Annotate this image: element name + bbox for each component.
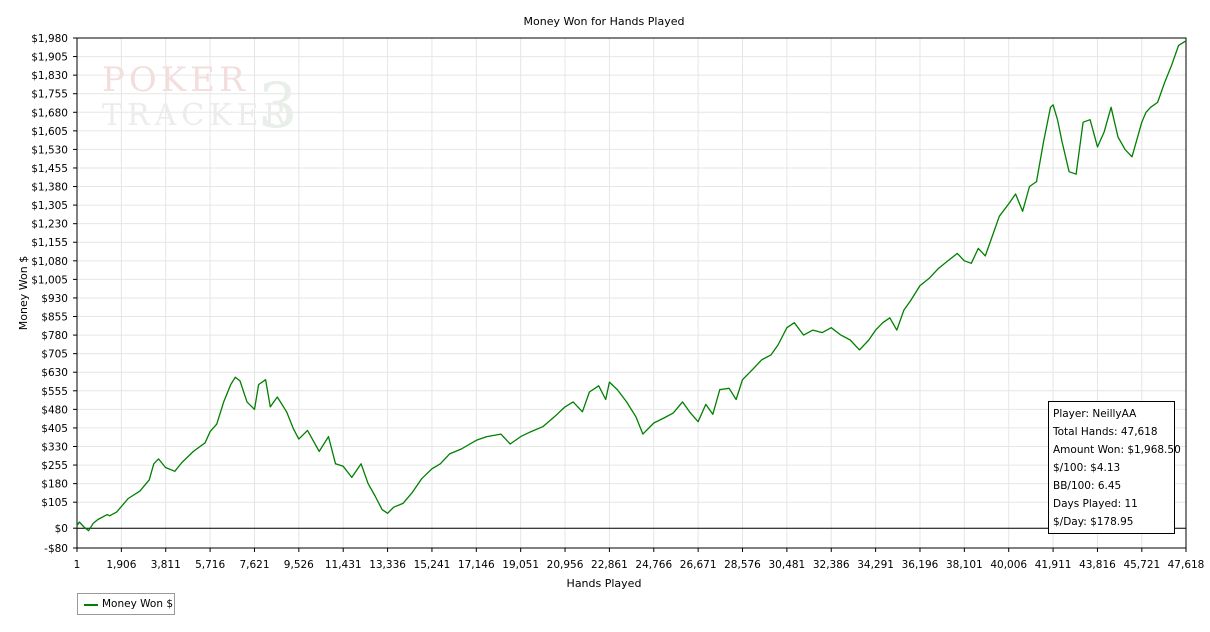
y-tick-label: $1,980 (31, 33, 68, 45)
legend-label: Money Won $ (102, 598, 174, 610)
stats-box: Player: NeillyAA Total Hands: 47,618 Amo… (1048, 401, 1181, 534)
y-tick-label: $405 (41, 423, 68, 435)
x-tick-label: 26,671 (680, 559, 717, 571)
logo-line1: POKER (102, 60, 249, 100)
x-tick-label: 41,911 (1035, 559, 1072, 571)
x-tick-label: 3,811 (151, 559, 181, 571)
y-tick-label: $705 (41, 349, 68, 361)
y-tick-label: $780 (41, 330, 68, 342)
x-tick-label: 38,101 (946, 559, 983, 571)
axes (76, 37, 1187, 549)
x-tick-label: 24,766 (635, 559, 672, 571)
y-tick-label: $1,305 (31, 200, 68, 212)
series-line (76, 40, 1187, 532)
y-tick-label: $855 (41, 312, 68, 324)
stats-player: Player: NeillyAA (1053, 408, 1137, 420)
legend: Money Won $ (77, 593, 175, 615)
stats-per-100: $/100: $4.13 (1053, 462, 1121, 474)
x-tick-label: 30,481 (769, 559, 806, 571)
y-tick-label: $180 (41, 479, 68, 491)
x-tick-label: 13,336 (369, 559, 406, 571)
x-tick-label: 5,716 (195, 559, 225, 571)
y-tick-label: $930 (41, 293, 68, 305)
stats-bb-per-100: BB/100: 6.45 (1053, 480, 1122, 492)
x-tick-label: 28,576 (724, 559, 761, 571)
x-tick-label: 34,291 (857, 559, 894, 571)
y-tick-label: $1,530 (31, 144, 68, 156)
poker-tracker-logo: POKER 3 TRACKER (100, 55, 310, 142)
x-tick-label: 1,906 (106, 559, 136, 571)
tick-labels: -$80 $0 $105 $180 $255 $330 $405 $480 $555 $630 $7… (31, 33, 1204, 571)
x-tick-label: 22,861 (591, 559, 628, 571)
y-axis-title: Money Won $ (17, 256, 30, 330)
stats-total-hands: Total Hands: 47,618 (1053, 426, 1158, 438)
logo-digit: 3 (258, 69, 297, 130)
stats-per-day: $/Day: $178.95 (1053, 516, 1134, 528)
x-tick-label: 36,196 (902, 559, 939, 571)
x-tick-label: 47,618 (1168, 559, 1205, 571)
x-tick-label: 43,816 (1079, 559, 1116, 571)
x-axis-title: Hands Played (567, 577, 642, 590)
x-tick-label: 11,431 (325, 559, 362, 571)
y-tick-label: $1,455 (31, 163, 68, 175)
y-tick-label: $105 (41, 497, 68, 509)
x-tick-label: 1 (74, 559, 81, 571)
logo-line2: TRACKER (102, 98, 291, 130)
y-tick-label: $630 (41, 367, 68, 379)
y-tick-label: $255 (41, 460, 68, 472)
x-tick-label: 32,386 (813, 559, 850, 571)
y-tick-label: -$80 (44, 543, 68, 555)
grid (76, 37, 1187, 549)
y-tick-label: $1,605 (31, 126, 68, 138)
series-layer (76, 40, 1187, 532)
stats-amount-won: Amount Won: $1,968.50 (1053, 444, 1181, 456)
stats-days-played: Days Played: 11 (1053, 498, 1138, 510)
y-tick-label: $330 (41, 441, 68, 453)
y-tick-label: $1,755 (31, 89, 68, 101)
x-tick-label: 45,721 (1123, 559, 1160, 571)
y-tick-label: $1,080 (31, 256, 68, 268)
x-tick-label: 20,956 (547, 559, 584, 571)
y-tick-label: $1,905 (31, 52, 68, 64)
x-tick-label: 40,006 (990, 559, 1027, 571)
chart-title: Money Won for Hands Played (524, 15, 685, 28)
x-tick-label: 17,146 (458, 559, 495, 571)
y-tick-label: $0 (55, 523, 68, 535)
y-tick-label: $1,830 (31, 70, 68, 82)
y-tick-label: $555 (41, 386, 68, 398)
y-tick-label: $1,230 (31, 219, 68, 231)
y-tick-label: $1,380 (31, 182, 68, 194)
x-tick-label: 19,051 (502, 559, 539, 571)
plot-border (76, 37, 1187, 549)
x-tick-label: 9,526 (284, 559, 314, 571)
x-tick-label: 7,621 (239, 559, 269, 571)
y-tick-label: $1,155 (31, 237, 68, 249)
y-tick-label: $480 (41, 404, 68, 416)
y-tick-label: $1,680 (31, 107, 68, 119)
legend-swatch (84, 604, 98, 606)
x-tick-label: 15,241 (414, 559, 451, 571)
y-tick-label: $1,005 (31, 274, 68, 286)
